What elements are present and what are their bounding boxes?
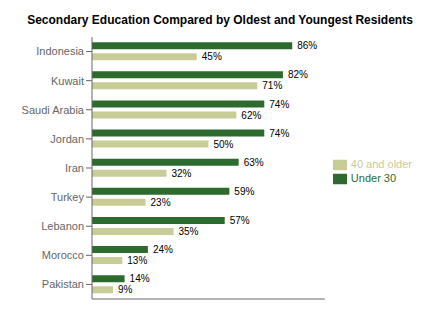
svg-text:74%: 74% [269, 99, 289, 110]
svg-text:9%: 9% [118, 284, 133, 295]
svg-text:14%: 14% [130, 273, 150, 284]
svg-text:13%: 13% [127, 255, 147, 266]
svg-text:82%: 82% [288, 69, 308, 80]
svg-text:Morocco: Morocco [42, 249, 84, 261]
svg-text:86%: 86% [297, 40, 317, 51]
html-text:40 and older: 40 and older [350, 157, 412, 170]
svg-text:23%: 23% [151, 197, 171, 208]
svg-text:24%: 24% [153, 244, 173, 255]
svg-text:35%: 35% [178, 226, 198, 237]
svg-text:59%: 59% [234, 186, 254, 197]
svg-text:62%: 62% [241, 110, 261, 121]
svg-text:Kuwait: Kuwait [51, 75, 84, 87]
svg-text:Iran: Iran [65, 162, 84, 174]
svg-text:71%: 71% [262, 80, 282, 91]
svg-text:Saudi Arabia: Saudi Arabia [22, 104, 85, 116]
svg-text:32%: 32% [172, 168, 192, 179]
svg-text:45%: 45% [202, 51, 222, 62]
svg-text:Turkey: Turkey [51, 191, 85, 203]
svg-text:Indonesia: Indonesia [36, 45, 85, 57]
html-text:Secondary Education Compared b: Secondary Education Compared by Oldest a… [27, 13, 413, 27]
svg-text:57%: 57% [230, 215, 250, 226]
svg-text:Lebanon: Lebanon [41, 220, 84, 232]
html-text:Under 30: Under 30 [350, 172, 397, 184]
svg-text:63%: 63% [244, 157, 264, 168]
svg-text:50%: 50% [213, 139, 233, 150]
svg-text:74%: 74% [269, 128, 289, 139]
svg-text:Jordan: Jordan [50, 133, 84, 145]
svg-text:Pakistan: Pakistan [42, 278, 84, 290]
